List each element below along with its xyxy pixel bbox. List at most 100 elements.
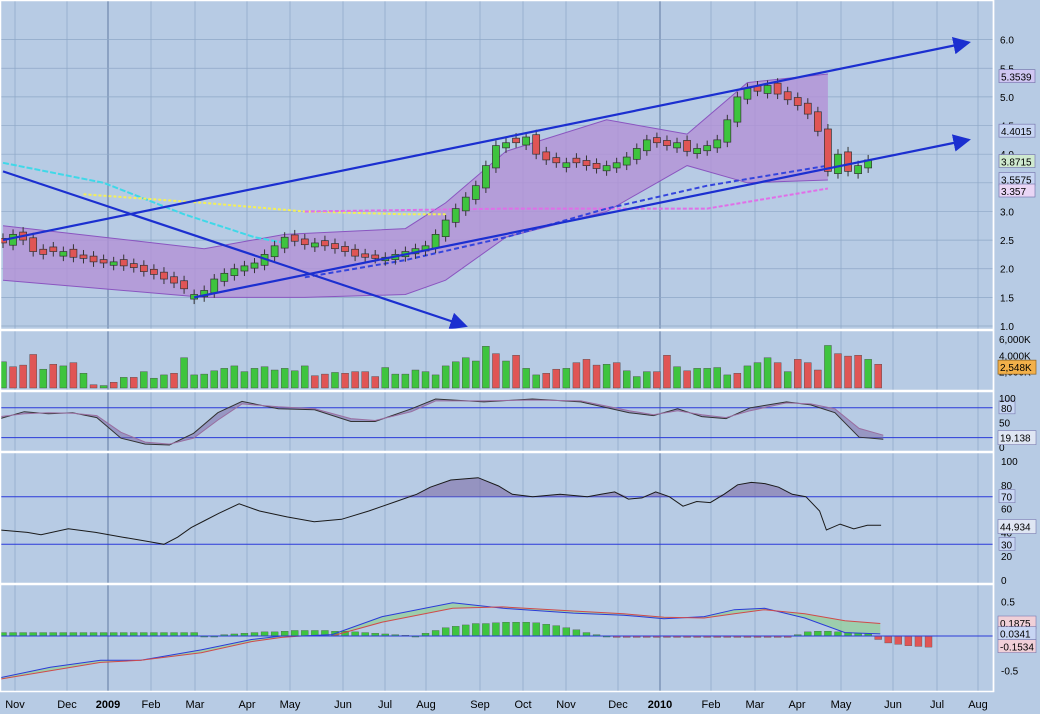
candle-body [562,162,571,168]
candle-62 [622,152,631,171]
volume-bar-22 [220,368,229,389]
candle-6 [59,246,68,262]
volume-bar-16 [160,374,168,389]
candle-27 [270,240,279,262]
macd-bar-2 [19,632,27,637]
rsi-level-label: 30 [1001,540,1013,551]
volume-bar-65 [653,371,661,389]
candle-body [763,85,772,94]
candle-body [814,111,822,132]
volume-bar-68 [683,370,691,389]
stochastic-axis: 100 50 019.138 [997,394,1037,454]
rsi-badge: 44.934 [997,519,1037,534]
rsi-line [0,477,882,545]
macd-badge-label: 0.0341 [1000,630,1031,641]
macd-bar-56 [562,627,571,637]
volume-bar-27 [270,369,279,389]
time-axis: Nov Dec 2009 Feb Mar Apr May Jun Jul Aug Sep Oct Nov… [5,699,988,711]
volume-bar-56 [562,368,571,389]
candle-body [733,96,742,123]
stochastic-tick-100: 100 [999,394,1016,405]
candle-23 [230,263,239,281]
macd-bar-11 [110,632,118,637]
candle-body [663,140,671,146]
volume-bar-30 [301,365,309,389]
candle-85 [854,160,862,179]
price-tick-1: 1.0 [1000,322,1014,333]
volume-bar-42 [421,371,430,389]
macd-bar-8 [79,632,88,637]
volume-bar-44 [441,365,450,389]
candle-body [552,157,561,164]
macd-bar-89 [894,635,902,645]
volume-bar-85 [854,355,862,389]
candle-body [220,272,229,282]
x-label-Feb: Feb [142,699,161,711]
volume-tick-4,000K: 4,000K [999,351,1031,362]
macd-bar-28 [281,631,289,637]
volume-badge-label: 2,548K [1000,363,1032,374]
x-label-Dec: Dec [57,699,77,711]
macd-bar-7 [69,632,78,637]
macd-bar-50 [502,621,510,637]
candle-body [602,165,611,172]
candle-body [803,102,812,115]
candle-body [361,253,370,258]
candle-73 [733,91,742,128]
rsi-level-box [998,489,1016,504]
candle-28 [280,232,289,254]
macd-bar-81 [814,631,822,637]
volume-bar-24 [240,371,249,389]
volume-bar-55 [552,368,560,389]
volume-bar-64 [643,371,651,389]
price-tick-2.5: 2.5 [1000,236,1014,247]
volume-bar-79 [794,359,802,389]
rsi-axis: 100 80 60 40 20 0 44.934 [997,457,1037,587]
price-badge-label: 3.357 [1001,187,1026,198]
candle-body [522,136,530,146]
volume-bar-20 [200,373,208,389]
candle-body [59,251,68,257]
candle-body [673,142,681,149]
macd-bar-26 [260,631,269,637]
x-label-May: May [280,699,301,711]
price-badge-3.8715: 3.8715 [998,154,1036,169]
volume-bar-38 [381,367,389,389]
candle-body [321,240,329,247]
volume-bar-67 [673,366,681,389]
volume-bar-45 [452,361,460,389]
x-label-Jul: Jul [930,699,944,711]
x-label-Jun: Jun [334,699,352,711]
candle-50 [502,137,510,153]
volume-bar-49 [492,353,500,389]
candle-body [280,236,289,249]
price-badge-label: 3.5575 [1001,176,1032,187]
volume-bar-33 [331,372,339,389]
candle-13 [129,258,138,273]
volume-bar-15 [150,377,158,389]
price-badge-label: 3.8715 [1001,158,1032,169]
volume-bar-2 [19,364,27,389]
candle-body [351,248,359,257]
macd-bar-10 [99,632,108,637]
volume-bar-83 [834,353,842,389]
candle-46 [461,192,470,216]
candle-body [49,246,58,252]
stochastic-level-label: 80 [1001,404,1013,415]
candle-body [371,254,380,259]
candle-64 [642,134,651,156]
x-label-Sep: Sep [470,699,490,711]
candle-body [773,82,782,95]
candle-body [180,280,188,290]
candle-68 [683,135,691,157]
macd-bar-35 [351,631,359,637]
macd-bar-1 [9,632,17,637]
macd-bar-91 [914,635,923,647]
candle-body [612,162,621,169]
x-label-2010: 2010 [648,699,672,711]
stochastic-tick-0: 0 [999,443,1005,454]
x-label-May: May [831,699,852,711]
candle-body [270,245,279,258]
stochastic-badge: 19.138 [997,430,1037,445]
